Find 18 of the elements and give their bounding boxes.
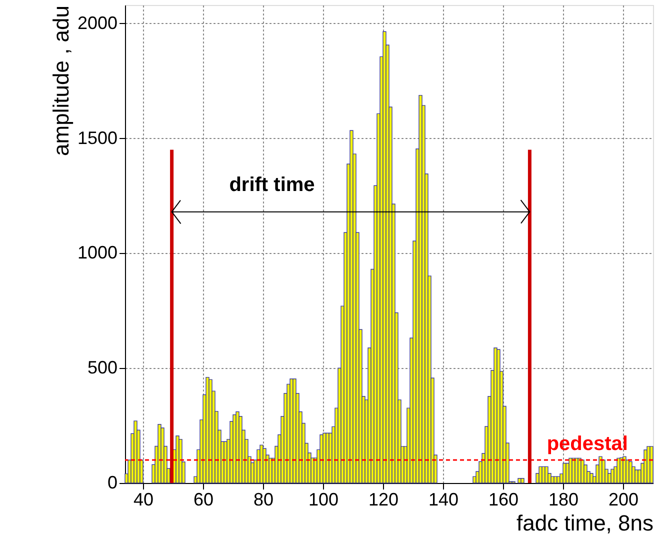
- y-tick-label: 1000: [77, 242, 118, 263]
- x-tick-label: 80: [253, 490, 274, 510]
- annotation: drift time: [229, 174, 315, 196]
- y-axis-title: amplitude , adu: [48, 6, 74, 156]
- x-tick-label: 100: [308, 490, 339, 510]
- x-tick-label: 180: [548, 490, 579, 510]
- y-tick-label: 1500: [77, 128, 118, 148]
- x-tick-label: 40: [133, 490, 154, 510]
- x-tick-label: 60: [193, 490, 214, 510]
- y-tick-label: 2000: [77, 12, 118, 33]
- x-axis-title: fadc time, 8ns: [516, 510, 654, 536]
- ref-line-label: pedestal: [546, 433, 628, 456]
- x-tick-label: 120: [368, 490, 399, 510]
- y-tick-label: 500: [87, 358, 118, 378]
- x-tick-label: 200: [608, 490, 639, 510]
- x-tick-label: 140: [428, 490, 459, 510]
- y-tick-label: 0: [107, 472, 118, 492]
- x-tick-label: 160: [488, 490, 519, 510]
